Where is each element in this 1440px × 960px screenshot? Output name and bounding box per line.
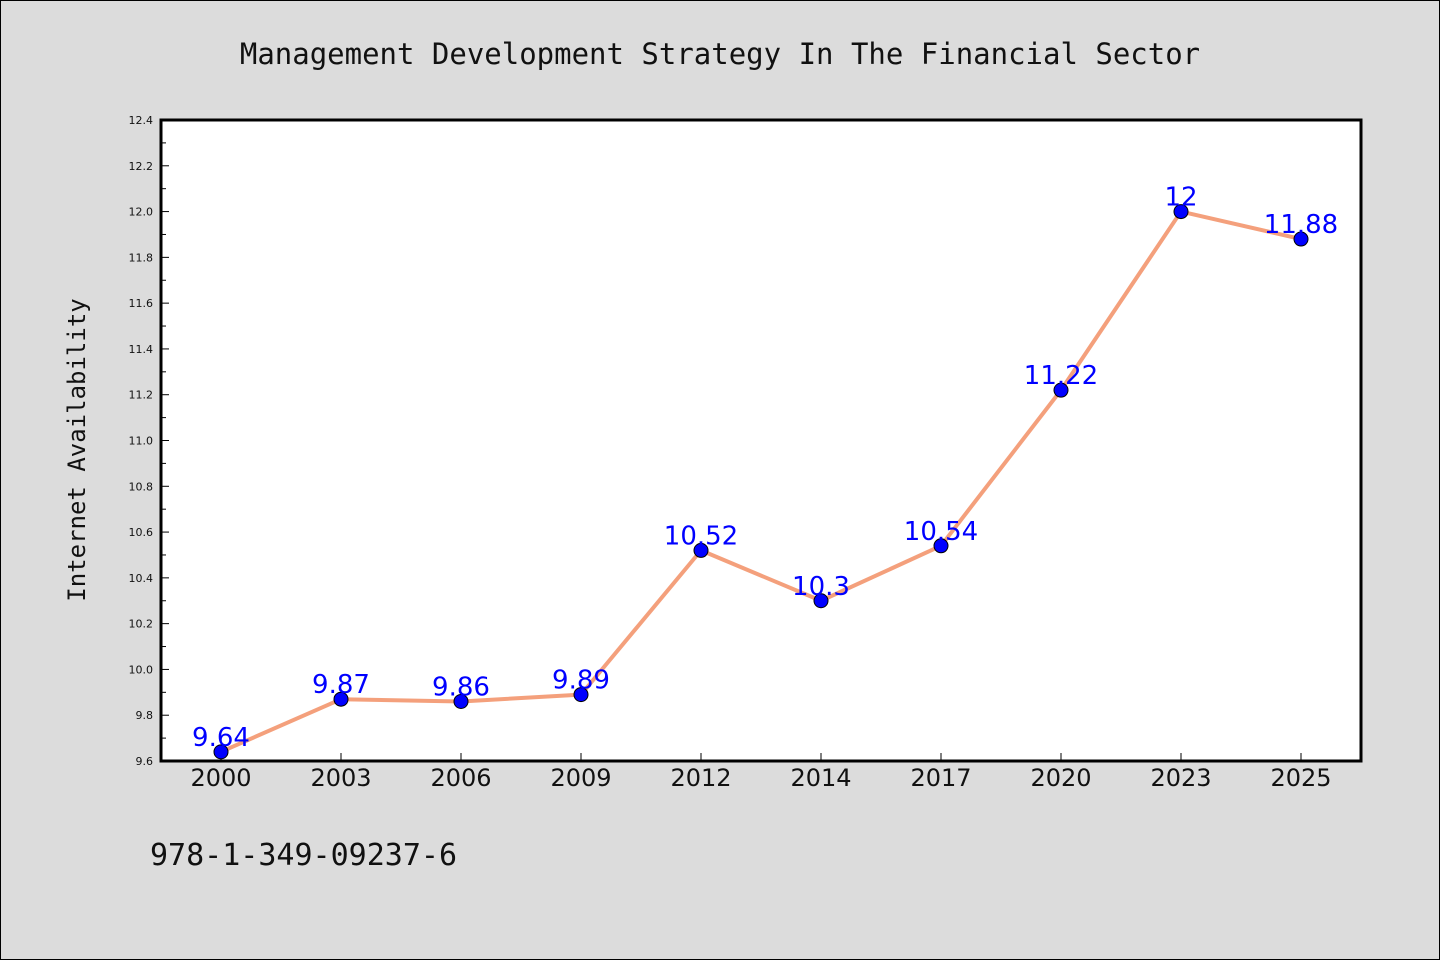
x-tick-label: 2020: [1030, 764, 1091, 792]
y-axis-label: Internet Availability: [63, 298, 91, 601]
series-layer: 9.64 9.87 9.86 9.89 10.52 10.3 10.54 11.22 12 11.…: [192, 183, 1338, 760]
y-tick-label: 11.8: [129, 251, 154, 264]
isbn-footer: 978-1-349-09237-6: [150, 838, 457, 873]
y-tick-label: 12.2: [129, 160, 154, 173]
y-axis-ticks: 9.6 9.8 10.0 10.2 10.4 10.6 10.8 11.0 11.2 11.4 11…: [129, 114, 169, 768]
data-point-marker: [213, 744, 229, 760]
data-label: 10.54: [904, 517, 978, 547]
data-label: 9.87: [312, 670, 370, 700]
y-tick-label: 9.8: [136, 709, 154, 722]
data-label: 11.22: [1024, 361, 1098, 391]
y-tick-label: 10.2: [129, 618, 154, 631]
x-tick-label: 2017: [910, 764, 971, 792]
data-point-marker: [813, 593, 829, 609]
x-tick-label: 2009: [550, 764, 611, 792]
series-line: [219, 209, 1303, 754]
chart-title: Management Development Strategy In The F…: [240, 37, 1200, 71]
y-tick-label: 11.6: [129, 297, 154, 310]
x-tick-label: 2014: [790, 764, 851, 792]
data-point-marker: [1173, 204, 1189, 220]
x-axis-ticks: 2000 2003 2006 2009 2012 2014 2017 2020 2023 2025: [190, 753, 1332, 792]
y-tick-label: 10.8: [129, 480, 154, 493]
y-tick-label: 11.0: [129, 435, 154, 448]
data-point-marker: [333, 691, 349, 707]
data-label: 9.64: [192, 723, 250, 753]
data-label: 12: [1164, 183, 1197, 213]
plot-area: [159, 118, 1363, 763]
data-label: 9.89: [552, 666, 610, 696]
data-point-marker: [1293, 231, 1309, 247]
data-label: 11.88: [1264, 210, 1338, 240]
data-point-marker: [1053, 382, 1069, 398]
x-tick-label: 2006: [430, 764, 491, 792]
y-tick-label: 10.6: [129, 526, 154, 539]
y-tick-label: 10.0: [129, 663, 154, 676]
y-tick-label: 9.6: [136, 755, 154, 768]
x-tick-label: 2003: [310, 764, 371, 792]
x-tick-label: 2023: [1150, 764, 1211, 792]
x-tick-label: 2000: [190, 764, 251, 792]
data-label: 10.3: [792, 572, 850, 602]
y-tick-label: 11.2: [129, 389, 154, 402]
y-tick-label: 12.0: [129, 206, 154, 219]
data-label: 10.52: [664, 521, 738, 551]
data-point-marker: [693, 542, 709, 558]
data-label: 9.86: [432, 672, 490, 702]
x-tick-label: 2025: [1270, 764, 1331, 792]
data-point-marker: [933, 538, 949, 554]
x-tick-label: 2012: [670, 764, 731, 792]
y-tick-label: 12.4: [129, 114, 154, 127]
data-point-marker: [453, 693, 469, 709]
data-point-marker: [573, 687, 589, 703]
y-tick-label: 10.4: [129, 572, 154, 585]
y-tick-label: 11.4: [129, 343, 154, 356]
